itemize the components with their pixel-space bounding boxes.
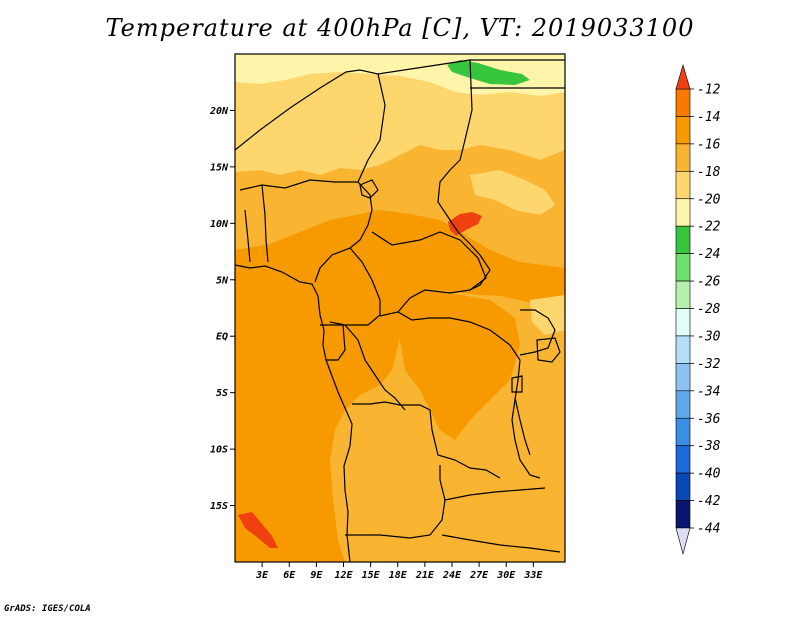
colorbar-label: -42 (697, 494, 721, 509)
lat-tick-label: EQ (216, 332, 228, 343)
lon-tick-label: 18E (389, 570, 408, 581)
colorbar-label: -14 (697, 110, 720, 125)
field-band-m24 (447, 60, 530, 85)
colorbar-segment (675, 335, 691, 364)
colorbar-label: -40 (697, 467, 721, 482)
lon-tick-label: 6E (283, 570, 296, 581)
lake-victoria (536, 337, 561, 363)
colorbar-segment (675, 500, 691, 529)
border-uganda (519, 309, 556, 356)
colorbar-label: -24 (697, 247, 720, 262)
lon-tick-label: 12E (334, 570, 353, 581)
border-nigeria (239, 179, 373, 283)
lon-tick-label: 27E (469, 570, 489, 581)
longitude-axis: 3E 6E 9E 12E 15E 18E 21E 24E 27E 30E 33E (255, 562, 543, 581)
lat-tick-label: 5N (216, 275, 229, 286)
border-benin (261, 184, 269, 263)
colorbar-segment (675, 116, 691, 145)
colorbar-bottom-arrow (675, 527, 691, 556)
temperature-field (235, 54, 565, 562)
border-car (371, 231, 487, 317)
field-band-m18-east (530, 295, 565, 335)
lat-tick-label: 15S (210, 501, 228, 512)
colorbar-label: -44 (697, 522, 720, 537)
colorbar-label: -18 (697, 165, 721, 180)
colorbar-label: -26 (697, 275, 721, 290)
border-drc-north (397, 311, 521, 361)
colorbar-label: -20 (697, 192, 721, 207)
lon-tick-label: 30E (496, 570, 516, 581)
lon-tick-label: 33E (523, 570, 543, 581)
colorbar-label: -32 (697, 357, 721, 372)
lon-tick-label: 15E (362, 570, 381, 581)
colorbar-segment (675, 198, 691, 227)
border-togo (244, 209, 251, 263)
border-angola-north (352, 401, 501, 479)
border-gabon (320, 324, 346, 361)
field-band-m14-interior (400, 290, 520, 440)
border-congo (344, 324, 406, 411)
colorbar-label: -22 (697, 220, 721, 235)
colorbar-label: -28 (697, 302, 721, 317)
field-band-m12-southwest (238, 512, 278, 548)
map-title: Temperature at 400hPa [C], VT: 201903310… (105, 14, 695, 42)
border-cameroon (329, 247, 381, 326)
colorbar-segment (675, 143, 691, 172)
colorbar-label: -34 (697, 384, 720, 399)
lon-tick-label: 9E (310, 570, 323, 581)
lake-tanganyika (514, 397, 531, 456)
border-south (441, 534, 561, 553)
colorbar-label: -30 (697, 329, 721, 344)
lat-tick-label: 10N (210, 219, 229, 230)
colorbar-segment (675, 417, 691, 446)
colorbar-segment (675, 253, 691, 282)
lat-tick-label: 20N (209, 106, 229, 117)
colorbar-segment (675, 280, 691, 309)
colorbar-label: -12 (697, 83, 721, 98)
colorbar-segment (675, 363, 691, 392)
border-drc-east (511, 359, 541, 479)
border-chad (377, 59, 491, 291)
country-boundaries (235, 59, 565, 562)
lon-tick-label: 24E (442, 570, 462, 581)
colorbar-segment (675, 308, 691, 337)
border-north-west (235, 69, 386, 183)
field-band-m18-patch (470, 170, 555, 215)
field-band-m14-west (235, 210, 565, 562)
colorbar-label: -38 (697, 439, 721, 454)
colorbar: -12 -14 -16 -18 -20 -22 -24 -26 -28 -30 -32 -34 -36 -… (675, 63, 721, 556)
colorbar-segment (675, 472, 691, 501)
colorbar-segment (675, 225, 691, 254)
colorbar-label: -16 (697, 137, 721, 152)
lat-tick-label: 5S (216, 388, 228, 399)
border-angola-south (345, 465, 446, 539)
lon-tick-label: 21E (415, 570, 435, 581)
colorbar-segment (675, 171, 691, 200)
lat-tick-label: 15N (210, 162, 229, 173)
lon-tick-label: 3E (255, 570, 269, 581)
credit-text: GrADS: IGES/COLA (4, 604, 91, 614)
colorbar-segment (675, 390, 691, 419)
border-zambia (444, 487, 546, 501)
colorbar-segment (675, 445, 691, 474)
colorbar-label: -36 (697, 412, 721, 427)
colorbar-segment (675, 88, 691, 117)
lat-tick-label: 10S (210, 445, 228, 456)
colorbar-top-arrow (675, 63, 691, 90)
latitude-axis: 20N 15N 10N 5N EQ 5S 10S 15S (209, 106, 235, 512)
border-rwanda (511, 375, 523, 393)
plot-frame (234, 53, 566, 563)
lake-chad (359, 179, 379, 199)
